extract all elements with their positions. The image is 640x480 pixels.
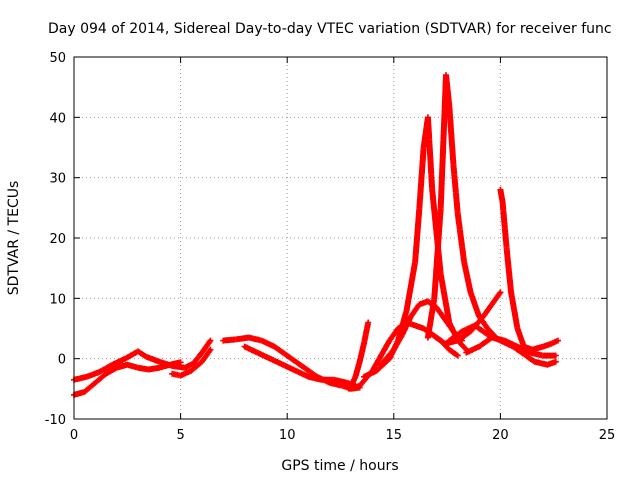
x-tick-label: 25 (599, 428, 616, 443)
data-point (499, 198, 510, 252)
x-tick-label: 5 (176, 428, 184, 443)
data-point (279, 349, 294, 361)
data-point (424, 296, 438, 341)
y-tick-label: 0 (58, 353, 66, 368)
data-point (531, 358, 549, 368)
data-point (467, 289, 482, 318)
data-point (288, 355, 306, 370)
data-point (454, 352, 461, 359)
data-point (271, 343, 285, 355)
data-point (518, 349, 537, 364)
data-point (124, 361, 140, 371)
data-point (81, 380, 98, 395)
data-point (429, 331, 447, 346)
data-point (497, 289, 504, 296)
data-point (471, 322, 490, 337)
data-point (190, 350, 204, 367)
data-point (92, 371, 108, 386)
axis-ticks: 0 5 10 15 20 25 -10 0 10 20 30 40 50 (45, 51, 616, 443)
data-point (412, 206, 423, 266)
data-point (503, 247, 514, 294)
data-point (207, 337, 214, 344)
y-tick-label: 10 (49, 292, 66, 307)
y-tick-label: 30 (49, 172, 66, 187)
data-point (446, 346, 460, 358)
grid-lines (74, 57, 607, 419)
plot-frame (73, 56, 608, 420)
data-point (555, 337, 561, 344)
data-point (198, 348, 213, 365)
data-point (552, 358, 559, 365)
x-tick-label: 20 (492, 428, 509, 443)
data-point (356, 342, 367, 365)
y-axis-label: SDTVAR / TECUs (6, 181, 22, 296)
data-point (446, 102, 457, 167)
data-point (552, 352, 559, 359)
data-point (476, 335, 494, 350)
series-pass-b (71, 359, 184, 398)
data-point (442, 316, 456, 334)
data-point (443, 72, 453, 107)
series-pass-e (241, 343, 359, 389)
x-tick-label: 15 (386, 428, 403, 443)
data-point (301, 364, 319, 379)
x-tick-label: 10 (279, 428, 296, 443)
data-point (497, 186, 506, 204)
chart-title: Day 094 of 2014, Sidereal Day-to-day VTE… (48, 21, 612, 37)
data-point (446, 329, 464, 344)
series-pass-a (71, 337, 214, 383)
series-pass-n (463, 334, 559, 359)
y-tick-label: 40 (49, 111, 66, 126)
data-point (431, 206, 444, 302)
data-point (461, 259, 474, 294)
data-point (198, 338, 213, 356)
x-axis-label: GPS time / hours (281, 458, 398, 474)
data-point (135, 348, 149, 359)
series-pass-m (497, 186, 561, 353)
data-point (488, 290, 503, 308)
series-pass-j (424, 72, 500, 341)
data-point (361, 321, 371, 347)
y-tick-label: 50 (49, 51, 66, 66)
data-point (188, 359, 204, 374)
data-point (450, 162, 461, 216)
data-point (386, 326, 401, 344)
data-point (514, 325, 527, 349)
data-point (424, 114, 436, 192)
data-point (399, 314, 414, 338)
series-pass-c (169, 346, 214, 379)
series-pass-k (429, 289, 504, 347)
data-point (407, 302, 422, 320)
data-point (437, 271, 452, 324)
data-point (207, 346, 214, 353)
data-point (365, 319, 372, 326)
y-tick-label: -10 (45, 413, 66, 428)
data-point (403, 260, 418, 314)
data-points (71, 72, 561, 398)
data-point (378, 347, 396, 368)
series-pass-i (378, 298, 465, 368)
data-point (454, 210, 467, 264)
data-point (416, 146, 427, 211)
data-point (177, 359, 184, 366)
data-point (352, 360, 363, 380)
data-point (390, 332, 405, 353)
data-point (454, 329, 473, 344)
data-point (508, 289, 521, 330)
x-tick-label: 0 (70, 428, 78, 443)
series-pass-f (348, 319, 372, 389)
y-tick-label: 20 (49, 232, 66, 247)
data-point (433, 304, 447, 322)
data-point (480, 302, 494, 320)
data-point (378, 338, 392, 359)
